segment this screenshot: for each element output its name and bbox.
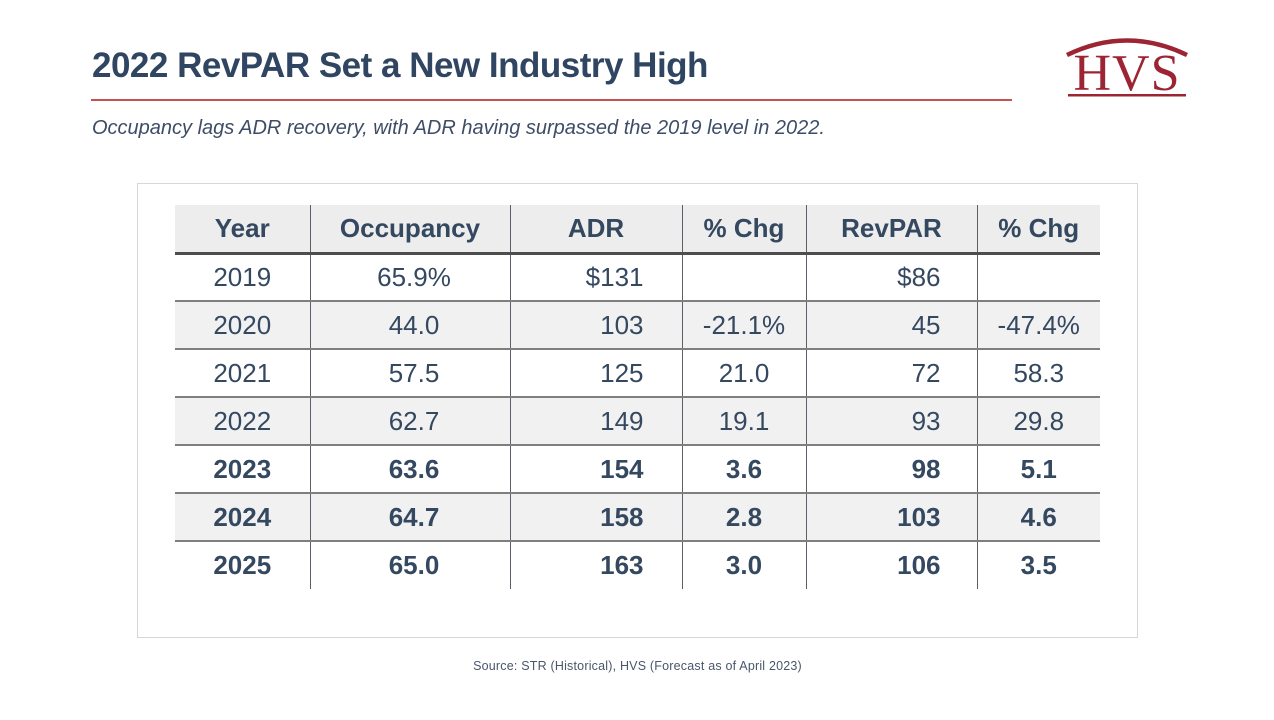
cell-revpar: $86 [805, 253, 977, 301]
cell-adr: 103 [509, 301, 682, 349]
cell-occupancy: 63.6 [309, 445, 510, 493]
cell-occupancy: 65.0 [309, 541, 510, 589]
cell-revpar: 106 [805, 541, 977, 589]
subtitle: Occupancy lags ADR recovery, with ADR ha… [92, 117, 825, 139]
col-header-year: Year [175, 205, 310, 255]
logo-text: HVS [1073, 45, 1180, 100]
logo-underline [1068, 94, 1186, 97]
hvs-logo-icon: HVS [1066, 38, 1188, 100]
cell-revpar: 93 [805, 397, 977, 445]
logo-arc-icon [1066, 38, 1188, 58]
cell-year: 2023 [213, 453, 272, 484]
cell-revpar-chg: 29.8 [976, 397, 1100, 445]
cell-year: 2022 [175, 397, 310, 445]
cell-adr: 149 [509, 397, 682, 445]
cell-adr-chg: 21.0 [681, 349, 806, 397]
col-header-revpar-chg: % Chg [976, 205, 1100, 255]
table-row-2025: 2025 65.0 163 3.0 106 3.5 [175, 541, 1100, 589]
cell-revpar: 45 [805, 301, 977, 349]
cell-revpar-chg: 5.1 [976, 445, 1100, 493]
cell-adr: 154 [509, 445, 682, 493]
col-header-revpar: RevPAR [805, 205, 977, 255]
cell-revpar-chg: 58.3 [976, 349, 1100, 397]
cell-adr-chg: 2.8 [681, 493, 806, 541]
cell-year: 2020 [175, 301, 310, 349]
title-underline [91, 99, 1012, 101]
cell-occupancy: 65.9% [309, 253, 510, 301]
cell-adr-chg: 19.1 [681, 397, 806, 445]
table-row-2019: 2019 65.9% $131 $86 [175, 253, 1100, 301]
cell-revpar: 98 [805, 445, 977, 493]
cell-adr-chg: 3.6 [681, 445, 806, 493]
table-card: Year Occupancy ADR % Chg RevPAR % Chg 20… [137, 183, 1138, 638]
col-header-adr-chg: % Chg [681, 205, 806, 255]
revpar-table: Year Occupancy ADR % Chg RevPAR % Chg 20… [175, 205, 1100, 589]
cell-adr: 158 [509, 493, 682, 541]
table-header-row: Year Occupancy ADR % Chg RevPAR % Chg [175, 205, 1100, 255]
source-note: Source: STR (Historical), HVS (Forecast … [473, 659, 802, 673]
table-row-2022: 2022 62.7 149 19.1 93 29.8 [175, 397, 1100, 445]
cell-revpar-chg: 3.5 [976, 541, 1100, 589]
cell-revpar-chg: -47.4% [976, 301, 1100, 349]
cell-revpar: 103 [805, 493, 977, 541]
cell-year: 2019 [213, 261, 272, 292]
cell-revpar-chg: 4.6 [976, 493, 1100, 541]
cell-adr-chg [681, 253, 806, 301]
cell-occupancy: 64.7 [309, 493, 510, 541]
cell-year: 2021 [213, 357, 272, 388]
cell-adr: $131 [509, 253, 682, 301]
page-title: 2022 RevPAR Set a New Industry High [92, 46, 708, 85]
table-row-2020: 2020 44.0 103 -21.1% 45 -47.4% [175, 301, 1100, 349]
table-row-2021: 2021 57.5 125 21.0 72 58.3 [175, 349, 1100, 397]
col-header-occupancy: Occupancy [309, 205, 510, 255]
cell-revpar-chg [976, 253, 1100, 301]
table-row-2024: 2024 64.7 158 2.8 103 4.6 [175, 493, 1100, 541]
cell-adr-chg: 3.0 [681, 541, 806, 589]
cell-occupancy: 44.0 [309, 301, 510, 349]
cell-year: 2025 [213, 550, 272, 580]
table-row-2023: 2023 63.6 154 3.6 98 5.1 [175, 445, 1100, 493]
cell-adr-chg: -21.1% [681, 301, 806, 349]
cell-occupancy: 57.5 [309, 349, 510, 397]
col-header-adr: ADR [509, 205, 682, 255]
cell-year: 2024 [175, 493, 310, 541]
cell-revpar: 72 [805, 349, 977, 397]
cell-adr: 163 [509, 541, 682, 589]
cell-adr: 125 [509, 349, 682, 397]
cell-occupancy: 62.7 [309, 397, 510, 445]
